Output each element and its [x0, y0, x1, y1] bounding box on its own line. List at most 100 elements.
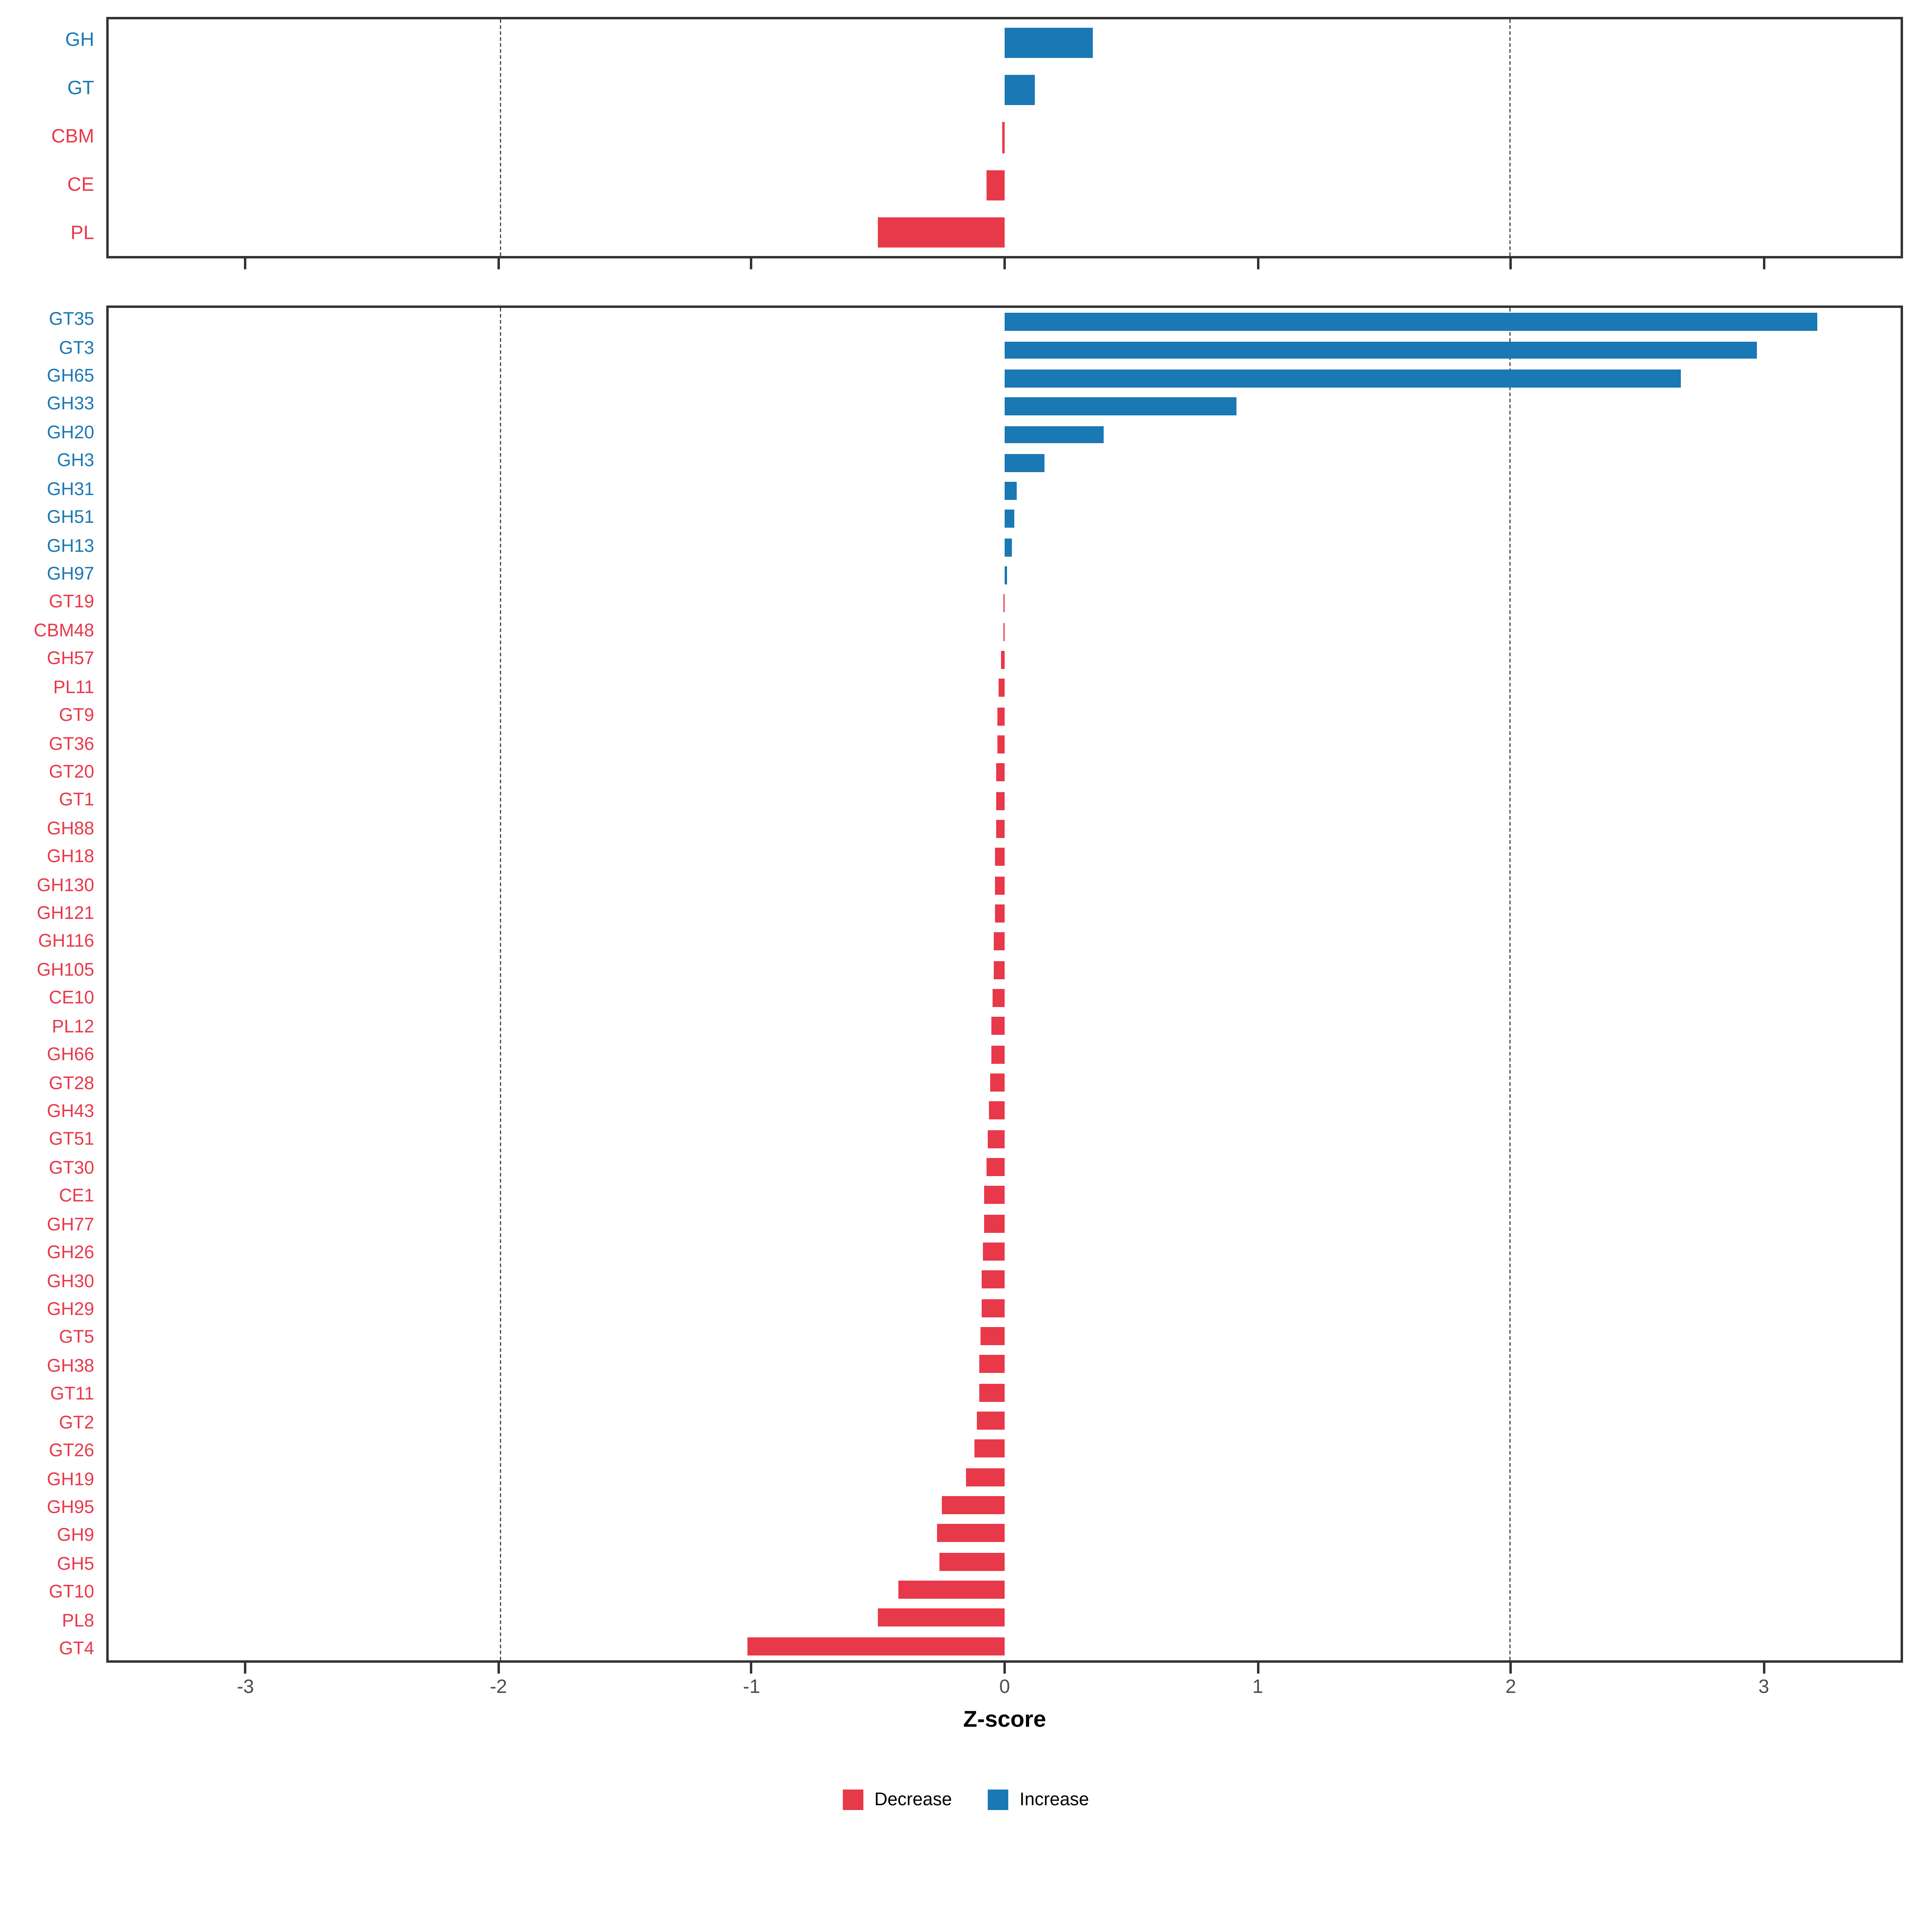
category-label-GH97: GH97	[47, 564, 94, 584]
x-tick-3	[1763, 258, 1765, 269]
bar-GT9	[997, 707, 1005, 726]
bar-GH43	[989, 1102, 1005, 1120]
bar-row-GT5	[109, 1322, 1901, 1350]
legend-swatch-increase	[988, 1790, 1009, 1810]
family-panel	[106, 305, 1903, 1663]
bar-GH88	[996, 820, 1005, 838]
category-label-GH20: GH20	[47, 422, 94, 443]
x-axis-labels-block: -3 -2 -1 0 1 2 3	[0, 1674, 1903, 1705]
category-label-GH38: GH38	[47, 1356, 94, 1377]
bar-GT	[1005, 75, 1035, 105]
x-tick-label-1: 1	[1252, 1677, 1263, 1698]
bar-row-GT2	[109, 1406, 1901, 1435]
x-tick-2	[1509, 258, 1512, 269]
category-label-GT30: GT30	[49, 1158, 94, 1179]
bar-PL8	[878, 1608, 1005, 1627]
bar-GH38	[979, 1355, 1005, 1373]
class-x-axis-ticks	[106, 258, 1903, 269]
category-label-GH65: GH65	[47, 366, 94, 387]
category-label-PL8: PL8	[62, 1610, 94, 1631]
bar-GH66	[991, 1045, 1005, 1063]
x-tick-label-3: 3	[1758, 1677, 1769, 1698]
bar-row-GT10	[109, 1575, 1901, 1604]
category-label-GH3: GH3	[57, 450, 94, 471]
bar-row-CBM	[109, 114, 1901, 161]
class-panel	[106, 17, 1903, 258]
category-label-GH95: GH95	[47, 1497, 94, 1518]
bar-GT28	[990, 1073, 1005, 1092]
x-axis-title: Z-score	[963, 1707, 1046, 1733]
bar-GH19	[965, 1468, 1005, 1486]
dashed-gridline-x-2	[500, 308, 501, 1660]
bar-row-GH116	[109, 928, 1901, 956]
legend-swatch-decrease	[843, 1790, 864, 1810]
bar-GH121	[994, 904, 1005, 923]
bar-GT36	[997, 735, 1005, 754]
x-tick--2	[497, 258, 500, 269]
bar-row-GH97	[109, 561, 1901, 590]
bar-row-GH43	[109, 1097, 1901, 1125]
bar-row-GH51	[109, 505, 1901, 533]
category-label-GT36: GT36	[49, 733, 94, 754]
bar-row-GH121	[109, 900, 1901, 928]
bar-row-GH130	[109, 871, 1901, 900]
x-tick-2	[1509, 1663, 1512, 1674]
x-tick-label-0: 0	[999, 1677, 1010, 1698]
bar-row-GH95	[109, 1491, 1901, 1519]
category-label-GH116: GH116	[38, 931, 94, 952]
bar-row-GH19	[109, 1463, 1901, 1491]
bar-row-GT20	[109, 759, 1901, 787]
bar-row-GH30	[109, 1265, 1901, 1294]
x-tick-3	[1763, 1663, 1765, 1674]
category-label-GT9: GT9	[59, 705, 94, 726]
category-label-GH66: GH66	[47, 1044, 94, 1065]
category-label-GT5: GT5	[59, 1327, 94, 1348]
bar-GH57	[1001, 651, 1005, 669]
category-label-GH121: GH121	[37, 903, 94, 924]
category-label-GT26: GT26	[49, 1441, 94, 1461]
category-label-GH88: GH88	[47, 818, 94, 839]
dashed-gridline-x-2	[500, 19, 501, 256]
bar-row-GH31	[109, 477, 1901, 505]
bar-row-GT35	[109, 308, 1901, 336]
category-label-CE1: CE1	[59, 1186, 94, 1207]
category-label-PL12: PL12	[52, 1016, 94, 1037]
bar-GH5	[939, 1552, 1005, 1571]
bar-row-GH65	[109, 364, 1901, 392]
category-label-GH77: GH77	[47, 1214, 94, 1235]
bar-row-GH66	[109, 1040, 1901, 1069]
category-label-GH18: GH18	[47, 846, 94, 867]
x-axis-title-block: Z-score	[0, 1705, 1903, 1734]
dashed-gridline-x2	[1509, 308, 1511, 1660]
bar-row-GH105	[109, 956, 1901, 984]
family-xticks-block	[0, 1663, 1903, 1674]
bar-GT20	[996, 764, 1005, 782]
bar-row-GT11	[109, 1378, 1901, 1406]
category-label-GT3: GT3	[59, 337, 94, 358]
category-label-GT28: GT28	[49, 1073, 94, 1094]
bar-row-GT30	[109, 1153, 1901, 1181]
bar-row-GH38	[109, 1350, 1901, 1378]
bar-GH65	[1005, 369, 1681, 388]
class-y-axis-labels: GH GT CBM CE PL	[0, 17, 106, 258]
bar-PL11	[998, 679, 1005, 698]
x-tick--1	[750, 258, 753, 269]
x-tick--1	[750, 1663, 753, 1674]
bar-GH26	[983, 1243, 1005, 1261]
bar-row-GH13	[109, 533, 1901, 561]
bar-GT19	[1004, 594, 1005, 613]
category-label-CBM48: CBM48	[33, 620, 94, 641]
bar-GH30	[982, 1271, 1005, 1289]
x-tick-label--1: -1	[743, 1677, 760, 1698]
bar-row-GT19	[109, 590, 1901, 618]
x-tick-0	[1003, 1663, 1006, 1674]
category-label-CE: CE	[67, 175, 94, 196]
bar-row-PL12	[109, 1012, 1901, 1040]
category-label-GT4: GT4	[59, 1639, 94, 1660]
family-chart-block: GT35 GT3 GH65 GH33 GH20 GH3 GH31 GH51 GH13 GH97 GT…	[0, 305, 1903, 1663]
bar-GT11	[979, 1383, 1005, 1402]
bar-GT4	[747, 1637, 1005, 1655]
category-label-GT19: GT19	[49, 592, 94, 613]
